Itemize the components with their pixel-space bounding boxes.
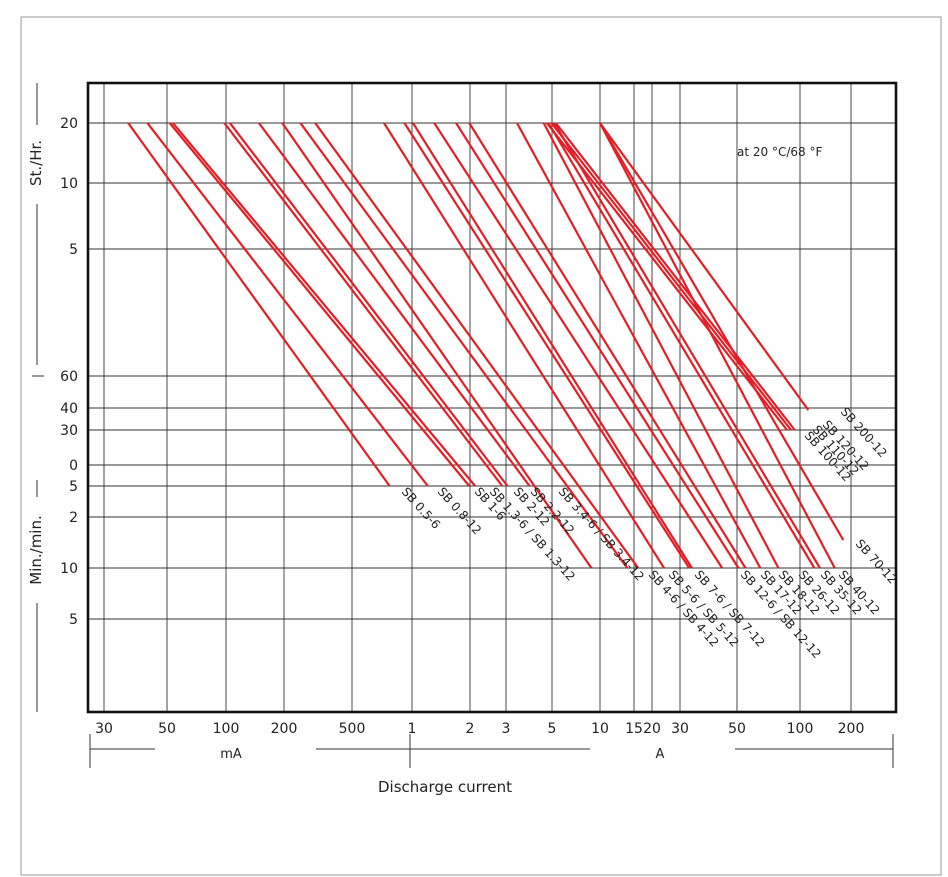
series-line [516, 122, 762, 569]
series-line [299, 122, 629, 569]
series-line [599, 122, 810, 411]
grid [88, 83, 896, 712]
axis-brackets [32, 83, 894, 768]
x-tick-label: 30 [671, 721, 689, 737]
y-tick-label: 10 [60, 176, 78, 192]
series-line [599, 122, 836, 569]
x-tick-label: 15 [625, 721, 643, 737]
x-tick-label: 1 [408, 721, 417, 737]
y-tick-label: 5 [69, 479, 78, 495]
series-line [599, 122, 845, 541]
series-line [146, 122, 429, 487]
series-line [172, 122, 477, 487]
annotation-text: at 20 °C/68 °F [737, 145, 822, 159]
series-line [412, 122, 693, 569]
series-line [223, 122, 504, 487]
series-line [127, 122, 391, 487]
line-label: SB 70-12 [853, 537, 900, 587]
x-tick-label: 2 [466, 721, 475, 737]
y-tick-label: 40 [60, 401, 78, 417]
x-tick-label: 20 [643, 721, 661, 737]
outer-border [20, 16, 942, 876]
y-tick-label: 5 [69, 612, 78, 628]
series-line [281, 122, 593, 569]
x-tick-label: 10 [591, 721, 609, 737]
x-tick-label: 100 [787, 721, 814, 737]
series-lines [127, 122, 845, 569]
y-tick-label: 0 [69, 458, 78, 474]
series-line [542, 122, 780, 569]
y-axis-title-top: St./Hr. [27, 140, 45, 186]
x-tick-labels: 30 50 100 200 500 1 2 3 5 10 15 20 30 50 100 200 [95, 721, 864, 737]
series-line [314, 122, 640, 569]
x-tick-label: 100 [213, 721, 240, 737]
series-line [550, 122, 792, 431]
y-tick-label: 10 [60, 561, 78, 577]
y-tick-label: 2 [69, 510, 78, 526]
y-tick-label: 20 [60, 116, 78, 132]
x-tick-label: 3 [502, 721, 511, 737]
series-line [546, 122, 788, 431]
y-axis-title-bottom: Min./min. [27, 515, 45, 585]
x-tick-label: 500 [339, 721, 366, 737]
series-line [455, 122, 740, 569]
x-unit-a: A [656, 747, 665, 762]
series-line [258, 122, 531, 487]
x-tick-label: 30 [95, 721, 113, 737]
series-line [553, 122, 821, 569]
x-tick-label: 200 [838, 721, 865, 737]
series-line [229, 122, 509, 487]
plot-border [86, 81, 898, 714]
series-line [433, 122, 724, 569]
x-tick-label: 50 [728, 721, 746, 737]
series-line [383, 122, 665, 569]
series-line [468, 122, 747, 569]
y-tick-label: 30 [60, 423, 78, 439]
x-tick-label: 5 [548, 721, 557, 737]
x-tick-label: 50 [158, 721, 176, 737]
y-tick-label: 5 [69, 242, 78, 258]
series-line [403, 122, 691, 569]
x-axis-title: Discharge current [378, 778, 512, 796]
series-line [168, 122, 471, 487]
y-tick-label: 60 [60, 369, 78, 385]
y-tick-labels: 20 10 5 60 40 30 0 5 2 10 5 [60, 116, 78, 628]
series-line [554, 122, 796, 431]
x-tick-label: 200 [271, 721, 298, 737]
x-unit-ma: mA [220, 747, 242, 762]
series-line [547, 122, 816, 569]
